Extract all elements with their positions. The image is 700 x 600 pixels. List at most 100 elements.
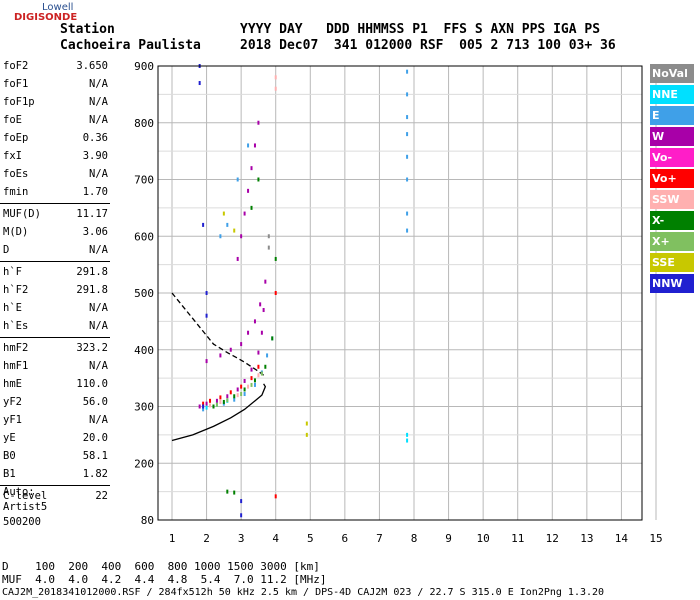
param-name: foF1 — [3, 78, 29, 90]
echo-point — [274, 291, 277, 295]
param-name: C-level — [3, 490, 48, 502]
chart-grid — [158, 65, 657, 521]
param-name: foEs — [3, 168, 29, 180]
echo-point — [253, 378, 256, 383]
echo-point — [406, 438, 409, 443]
param-name: hmE — [3, 378, 22, 390]
echo-point — [243, 378, 246, 383]
param-value: N/A — [89, 414, 108, 426]
param-name: yE — [3, 432, 16, 444]
param-separator — [0, 203, 110, 204]
echo-point — [250, 367, 253, 372]
echo-point — [219, 399, 222, 404]
echo-point — [202, 222, 205, 227]
echo-point — [240, 513, 243, 518]
echo-point — [202, 407, 205, 412]
param-name: foF1p — [3, 96, 35, 108]
y-tick-label: 400 — [134, 344, 154, 357]
auto-line-1: Auto: — [3, 486, 35, 498]
echo-point — [257, 364, 260, 369]
echo-point — [226, 398, 229, 403]
echo-point — [406, 177, 409, 182]
profile-curve-solid — [171, 383, 267, 442]
echo-point — [219, 395, 222, 400]
param-value: 323.2 — [76, 342, 108, 354]
param-value: N/A — [89, 244, 108, 256]
param-value: 22 — [95, 490, 108, 502]
echo-point — [406, 228, 409, 233]
echo-point — [243, 211, 246, 216]
echo-point — [219, 234, 222, 239]
echo-point — [229, 390, 232, 395]
echo-point — [257, 350, 260, 355]
x-tick-label: 13 — [580, 532, 593, 545]
logo-main-text: DIGISONDE — [14, 12, 78, 23]
param-name: yF2 — [3, 396, 22, 408]
echo-point — [305, 432, 308, 437]
param-value: N/A — [89, 320, 108, 332]
param-row: fmin 1.70 — [2, 184, 110, 202]
param-row: C-level 22 — [2, 488, 110, 506]
echo-point — [253, 319, 256, 324]
x-tick-label: 3 — [238, 532, 245, 545]
echo-point — [215, 398, 218, 403]
x-tick-label: 7 — [376, 532, 383, 545]
header-line-1: Station YYYY DAY DDD HHMMSS P1 FFS S AXN… — [60, 22, 601, 37]
y-tick-label: 80 — [141, 514, 154, 527]
legend-item: NNE — [650, 85, 694, 104]
parameter-panel: foF2 3.650 foF1 N/A foF1p N/A foE N/A foEp 0.36 fx… — [0, 58, 112, 528]
param-value: 3.90 — [82, 150, 108, 162]
param-name: yF1 — [3, 414, 22, 426]
echo-point — [250, 205, 253, 210]
param-row: h`F 291.8 — [2, 264, 110, 282]
x-tick-labels: 1 2 3 4 5 6 7 8 9 10 11 12 13 14 15 — [169, 532, 663, 545]
param-name: B0 — [3, 450, 16, 462]
param-row: D N/A — [2, 242, 110, 260]
echo-point — [262, 308, 265, 313]
echo-point — [209, 398, 212, 403]
echo-point — [406, 154, 409, 159]
echo-point — [247, 188, 250, 193]
param-row: foEp 0.36 — [2, 130, 110, 148]
echo-point — [274, 75, 277, 80]
param-name: B1 — [3, 468, 16, 480]
echo-point — [266, 353, 269, 358]
param-value: N/A — [89, 360, 108, 372]
echo-point — [205, 401, 208, 406]
x-tick-label: 14 — [615, 532, 629, 545]
legend-item: NNW — [650, 274, 694, 293]
param-row: hmF1 N/A — [2, 358, 110, 376]
echo-point — [233, 490, 236, 495]
param-row: yE 20.0 — [2, 430, 110, 448]
echo-point — [240, 499, 243, 504]
echo-point — [247, 384, 250, 389]
echo-points — [198, 64, 409, 518]
y-tick-label: 500 — [134, 287, 154, 300]
param-row: foF2 3.650 — [2, 58, 110, 76]
echo-point — [236, 387, 239, 392]
echo-point — [226, 394, 229, 399]
echo-point — [229, 347, 232, 352]
echo-point — [257, 373, 260, 378]
param-row: foF1 N/A — [2, 76, 110, 94]
param-row: yF2 56.0 — [2, 394, 110, 412]
param-name: h`F — [3, 266, 22, 278]
param-name: fmin — [3, 186, 29, 198]
echo-point — [253, 382, 256, 387]
y-tick-label: 200 — [134, 457, 154, 470]
legend-item: Vo- — [650, 148, 694, 167]
param-row: h`Es N/A — [2, 318, 110, 336]
logo-top-text: Lowell — [42, 2, 74, 13]
echo-point — [212, 404, 215, 409]
param-value: 291.8 — [76, 266, 108, 278]
y-tick-label: 900 — [134, 60, 154, 73]
param-value: 3.06 — [82, 226, 108, 238]
echo-point — [205, 405, 208, 410]
x-tick-label: 11 — [511, 532, 524, 545]
param-row: B0 58.1 — [2, 448, 110, 466]
echo-point — [205, 291, 208, 295]
header-line-2: Cachoeira Paulista 2018 Dec07 341 012000… — [60, 38, 616, 53]
echo-point — [198, 404, 201, 409]
echo-point — [406, 132, 409, 137]
echo-point — [205, 359, 208, 364]
